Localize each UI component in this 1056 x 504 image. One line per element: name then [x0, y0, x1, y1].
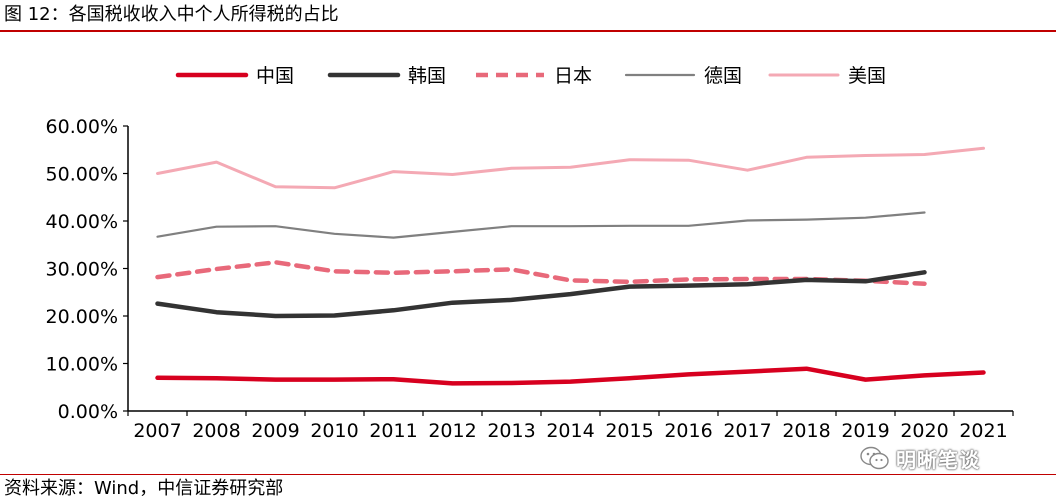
y-tick-label: 50.00%	[46, 164, 118, 186]
x-tick-label: 2008	[192, 420, 240, 442]
x-tick-label: 2020	[900, 420, 948, 442]
legend-label-0: 中国	[256, 65, 294, 87]
figure-source: 资料来源：Wind，中信证券研究部	[4, 478, 284, 499]
series-line-0	[155, 366, 986, 386]
x-tick-label: 2018	[782, 420, 830, 442]
y-tick-label: 40.00%	[46, 211, 118, 233]
series-line-3	[156, 211, 926, 239]
y-tick-label: 60.00%	[46, 116, 118, 138]
figure-title: 图 12：各国税收收入中个人所得税的占比	[4, 4, 339, 25]
figure-header: 图 12：各国税收收入中个人所得税的占比	[0, 0, 1056, 32]
watermark: 明晰笔谈	[860, 441, 980, 475]
legend-label-2: 日本	[554, 65, 592, 87]
x-tick-label: 2014	[546, 420, 594, 442]
x-tick-label: 2019	[841, 420, 889, 442]
series-line-4	[156, 146, 985, 190]
footer-divider	[0, 474, 1056, 475]
series-line-1	[155, 270, 927, 319]
legend-label-3: 德国	[704, 65, 742, 87]
x-tick-label: 2017	[723, 420, 771, 442]
x-tick-label: 2016	[664, 420, 712, 442]
x-tick-label: 2012	[428, 420, 476, 442]
y-tick-label: 10.00%	[46, 354, 118, 376]
watermark-text: 明晰笔谈	[896, 447, 980, 472]
x-tick-label: 2007	[133, 420, 181, 442]
x-tick-label: 2009	[251, 420, 299, 442]
line-chart: 0.00% 10.00% 20.00% 30.00% 40.00% 50.00% 60.00…	[46, 65, 1014, 442]
x-tick-label: 2011	[369, 420, 417, 442]
legend-label-1: 韩国	[408, 65, 446, 87]
y-tick-label: 30.00%	[46, 259, 118, 281]
x-tick-label: 2021	[959, 420, 1007, 442]
x-tick-label: 2010	[310, 420, 358, 442]
x-tick-label: 2013	[487, 420, 535, 442]
y-tick-label: 0.00%	[58, 401, 118, 423]
x-tick-label: 2015	[605, 420, 653, 442]
y-tick-label: 20.00%	[46, 306, 118, 328]
title-divider	[0, 30, 1056, 32]
wechat-icon	[860, 446, 889, 470]
legend-label-4: 美国	[848, 65, 886, 87]
